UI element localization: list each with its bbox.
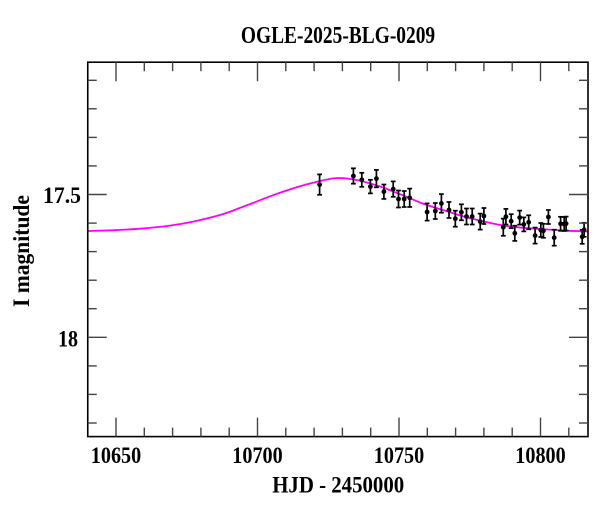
svg-text:I magnitude: I magnitude — [9, 195, 34, 307]
svg-text:17.5: 17.5 — [43, 183, 81, 208]
svg-text:10650: 10650 — [91, 443, 141, 468]
svg-text:10750: 10750 — [374, 443, 424, 468]
svg-text:18: 18 — [58, 326, 78, 351]
svg-text:10800: 10800 — [515, 443, 565, 468]
svg-text:10700: 10700 — [232, 443, 282, 468]
svg-text:OGLE-2025-BLG-0209: OGLE-2025-BLG-0209 — [241, 22, 435, 49]
svg-text:HJD - 2450000: HJD - 2450000 — [272, 473, 404, 498]
